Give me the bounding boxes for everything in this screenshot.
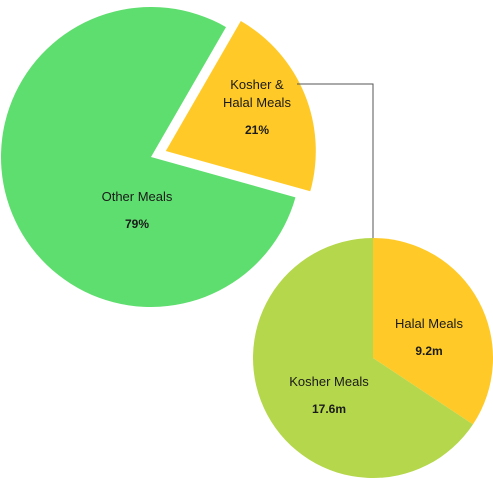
main-pie [0, 7, 316, 308]
value-kosher-meals: 17.6m [312, 402, 346, 416]
breakdown-pie [253, 238, 493, 478]
value-other-meals: 79% [125, 217, 149, 231]
label-kosher-meals: Kosher Meals [289, 374, 369, 389]
value-kosher-halal: 21% [245, 123, 269, 137]
label-kosher-halal-line2: Halal Meals [223, 95, 291, 110]
slice-other-meals[interactable] [0, 7, 296, 308]
label-halal-meals: Halal Meals [395, 316, 463, 331]
label-kosher-halal-line1: Kosher & [230, 77, 284, 92]
value-halal-meals: 9.2m [415, 344, 442, 358]
slice-halal-meals[interactable] [373, 238, 493, 425]
label-other-meals: Other Meals [102, 189, 173, 204]
slice-kosher-meals[interactable] [253, 238, 473, 478]
connector-line [297, 83, 374, 238]
slice-kosher-halal-meals[interactable] [165, 21, 316, 192]
